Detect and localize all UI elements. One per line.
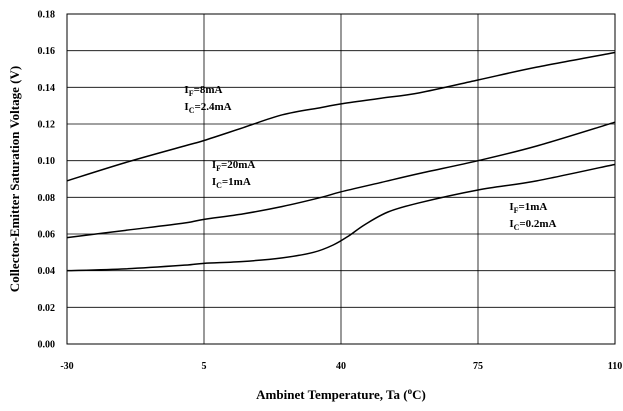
series-line-1 <box>66 51 616 182</box>
tick-label-layer: 0.00 0.02 0.04 0.06 0.08 0.10 0.12 0.14 0.16 0.18… <box>38 10 623 373</box>
x-tick-label: 40 <box>336 361 346 372</box>
y-tick-label: 0.12 <box>38 120 56 131</box>
y-tick-label: 0.00 <box>38 340 56 351</box>
series-line-2 <box>66 121 616 239</box>
y-tick-label: 0.10 <box>38 156 56 167</box>
annotation-2-line-1: IF=20mA <box>212 159 256 173</box>
x-tick-label: -30 <box>60 361 73 372</box>
x-axis-title: Ambinet Temperature, Ta (oC) <box>256 386 426 402</box>
annotation-2-line-2: IC=1mA <box>212 176 251 190</box>
x-tick-label: 75 <box>473 361 483 372</box>
x-tick-label: 5 <box>202 361 207 372</box>
y-tick-label: 0.14 <box>38 83 56 94</box>
series-line-3 <box>66 163 616 272</box>
y-tick-label: 0.06 <box>38 230 56 241</box>
annotation-layer: IF=8mA IC=2.4mA IF=20mA IC=1mA IF=1mA IC=0.2m… <box>184 84 556 232</box>
x-tick-label: 110 <box>608 361 622 372</box>
grid-layer <box>66 13 616 345</box>
y-tick-label: 0.16 <box>38 46 56 57</box>
y-tick-label: 0.08 <box>38 193 56 204</box>
annotation-1-line-1: IF=8mA <box>184 84 222 98</box>
annotation-3-line-1: IF=1mA <box>509 201 547 215</box>
plot-frame <box>66 13 616 345</box>
y-tick-label: 0.02 <box>38 303 56 314</box>
annotation-3-line-2: IC=0.2mA <box>509 218 556 232</box>
y-tick-label: 0.04 <box>38 266 56 277</box>
y-tick-label: 0.18 <box>38 10 56 21</box>
y-axis-title: Collector-Emitter Saturation Voltage (V) <box>7 66 22 292</box>
annotation-1-line-2: IC=2.4mA <box>184 101 231 115</box>
series-layer <box>66 51 616 272</box>
